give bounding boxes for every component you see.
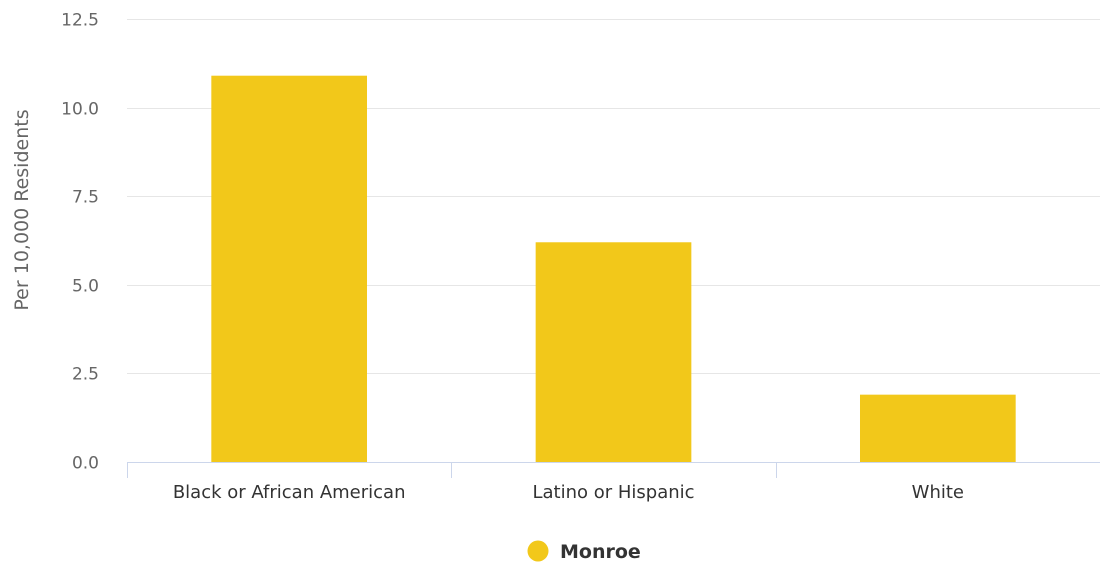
bar[interactable] bbox=[211, 75, 368, 462]
y-tick-label: 10.0 bbox=[61, 100, 99, 120]
legend-label: Monroe bbox=[560, 541, 641, 563]
y-tick-label: 2.5 bbox=[72, 365, 99, 385]
y-axis-tick-labels: 0.0 2.5 5.0 7.5 10.0 12.5 bbox=[61, 11, 99, 474]
y-tick-label: 5.0 bbox=[72, 277, 99, 297]
legend-marker bbox=[527, 540, 549, 562]
y-tick-label: 0.0 bbox=[72, 454, 99, 474]
bar[interactable] bbox=[859, 394, 1016, 462]
x-axis bbox=[127, 462, 1100, 478]
x-tick-label: Latino or Hispanic bbox=[532, 482, 694, 503]
y-tick-label: 12.5 bbox=[61, 11, 99, 31]
x-tick-label: White bbox=[912, 482, 964, 503]
bar-series bbox=[211, 75, 1016, 462]
bar[interactable] bbox=[535, 242, 692, 462]
legend[interactable]: Monroe bbox=[527, 540, 641, 564]
y-axis-title: Per 10,000 Residents bbox=[11, 109, 33, 310]
y-tick-label: 7.5 bbox=[72, 188, 99, 208]
x-tick-label: Black or African American bbox=[173, 482, 406, 503]
x-axis-tick-labels: Black or African American Latino or Hispa… bbox=[173, 482, 964, 503]
